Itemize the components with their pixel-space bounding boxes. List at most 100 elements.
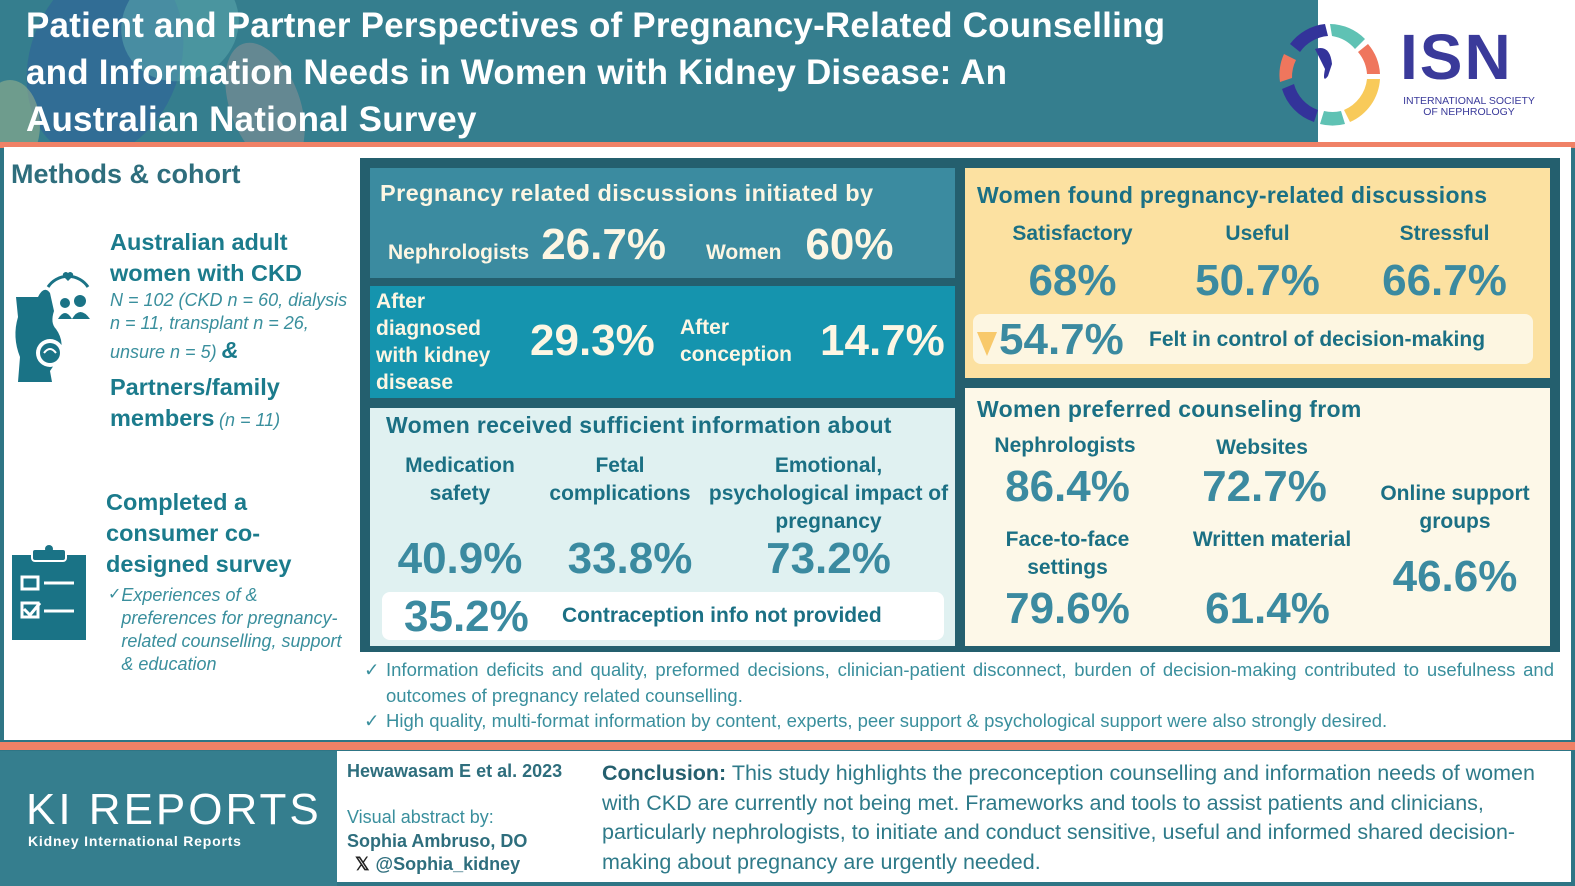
- info-item: Fetal complications: [540, 452, 700, 508]
- stat-label: Nephrologists: [994, 434, 1136, 457]
- stat-label: Face-to-face settings: [1005, 528, 1130, 579]
- isn-full-name: INTERNATIONAL SOCIETY OF NEPHROLOGY: [1400, 96, 1538, 118]
- stat-value: 29.3%: [530, 316, 655, 365]
- check-icon: ✓: [364, 659, 380, 680]
- isn-name-line2: OF NEPHROLOGY: [1423, 106, 1515, 118]
- info-item: Medication safety: [390, 452, 530, 508]
- stat-label: Felt in control of decision-making: [1149, 328, 1486, 351]
- cohort-detail: N = 102 (CKD n = 60, dialysis n = 11, tr…: [110, 289, 350, 366]
- survey-description: Completed a consumer co-designed survey …: [106, 487, 351, 676]
- stat-label: Nephrologists: [388, 241, 530, 264]
- preferred-counseling-box: Women preferred counseling from Nephrolo…: [965, 388, 1550, 646]
- stat-value: 66.7%: [1382, 256, 1507, 305]
- cohort-heading: Australian adult women with CKD: [110, 229, 302, 286]
- main-panel: Methods & cohort Australian adult women …: [4, 147, 1571, 740]
- initiated-title: Pregnancy related discussions initiated …: [380, 180, 874, 206]
- finding-text: Information deficits and quality, prefor…: [386, 659, 1554, 706]
- stat-value: 14.7%: [820, 316, 945, 365]
- stat-label: After diagnosed with kidney disease: [376, 290, 491, 394]
- sufficient-info-box: Women received sufficient information ab…: [370, 408, 955, 646]
- key-findings: ✓ Information deficits and quality, pref…: [364, 657, 1554, 734]
- journal-subtitle: Kidney International Reports: [28, 833, 242, 849]
- finding-item: ✓ High quality, multi-format information…: [364, 708, 1554, 734]
- stat-value: 60%: [805, 220, 894, 269]
- conclusion: Conclusion: This study highlights the pr…: [602, 759, 1562, 877]
- decision-control-highlight: 54.7% Felt in control of decision-making: [973, 314, 1533, 364]
- cohort-description: Australian adult women with CKD N = 102 …: [110, 227, 350, 434]
- check-icon: ✓: [108, 586, 122, 603]
- stat-value: 50.7%: [1195, 256, 1320, 305]
- pregnant-woman-family-icon: [15, 272, 90, 382]
- page-title: Patient and Partner Perspectives of Preg…: [26, 6, 1166, 139]
- x-logo-icon: 𝕏: [355, 854, 370, 874]
- timing-box: After diagnosed with kidney disease 29.3…: [370, 286, 955, 398]
- divider-top: [0, 142, 1575, 148]
- finding-item: ✓ Information deficits and quality, pref…: [364, 657, 1554, 708]
- stat-label: Stressful: [1399, 222, 1490, 245]
- stat-value: 73.2%: [766, 534, 891, 583]
- preferred-title: Women preferred counseling from: [977, 396, 1362, 422]
- isn-globe-logo-icon: [1279, 24, 1380, 126]
- stat-label: Emotional, psychological impact of pregn…: [708, 454, 949, 533]
- journal-name: KI REPORTS: [26, 785, 322, 834]
- stat-label: Useful: [1225, 222, 1290, 245]
- stat-value: 33.8%: [567, 534, 693, 583]
- stat-label: Medication safety: [405, 454, 515, 505]
- partners-n: (n = 11): [218, 410, 281, 430]
- stat-value: 26.7%: [541, 220, 666, 269]
- clipboard-checklist-icon: [12, 545, 86, 640]
- stat-value: 61.4%: [1205, 584, 1330, 633]
- initiated-by-box: Pregnancy related discussions initiated …: [370, 168, 955, 278]
- initiated-stats: Nephrologists 26.7% Women 60%: [388, 220, 893, 270]
- stat-label: Fetal complications: [549, 454, 691, 505]
- stat-label: Satisfactory: [1012, 222, 1133, 245]
- isn-acronym: ISN: [1400, 21, 1513, 93]
- down-triangle-icon: [977, 332, 997, 356]
- stat-value: 35.2%: [404, 592, 529, 641]
- partners-heading: Partners/family members: [110, 374, 280, 431]
- stat-value: 54.7%: [999, 315, 1124, 364]
- footer: KI REPORTS Kidney International Reports …: [0, 751, 1575, 886]
- survey-bullet-text: Experiences of & preferences for pregnan…: [121, 585, 342, 674]
- ki-reports-logo: KI REPORTS Kidney International Reports: [0, 751, 337, 886]
- partners-line: Partners/family members (n = 11): [110, 372, 350, 434]
- contraception-highlight: 35.2% Contraception info not provided: [382, 592, 944, 641]
- cohort-n-breakdown: N = 102 (CKD n = 60, dialysis n = 11, tr…: [110, 290, 348, 362]
- citation: Hewawasam E et al. 2023: [347, 761, 563, 781]
- conclusion-label: Conclusion:: [602, 761, 727, 785]
- stat-value: 86.4%: [1005, 462, 1130, 511]
- credits-panel: Hewawasam E et al. 2023 Visual abstract …: [337, 751, 1571, 882]
- stat-label: After conception: [680, 316, 793, 366]
- info-item: Emotional, psychological impact of pregn…: [706, 452, 951, 536]
- conclusion-text: This study highlights the preconception …: [602, 761, 1535, 874]
- received-title: Women received sufficient information ab…: [386, 412, 892, 438]
- stat-value: 68%: [1028, 256, 1117, 305]
- survey-bullet: ✓ Experiences of & preferences for pregn…: [106, 584, 351, 676]
- visual-abstract-by: Visual abstract by:: [347, 807, 494, 827]
- isn-name-line1: INTERNATIONAL SOCIETY: [1403, 95, 1535, 107]
- finding-text: High quality, multi-format information b…: [386, 710, 1388, 731]
- divider-bottom: [0, 742, 1575, 750]
- stat-label: Online support groups: [1380, 482, 1530, 533]
- check-icon: ✓: [364, 710, 380, 731]
- handle-text: @Sophia_kidney: [375, 854, 521, 874]
- methods-heading: Methods & cohort: [11, 159, 241, 189]
- stat-label: Contraception info not provided: [562, 604, 882, 627]
- stat-value: 40.9%: [397, 534, 523, 583]
- stat-label: Written material: [1192, 528, 1352, 551]
- survey-heading: Completed a consumer co-designed survey: [106, 489, 292, 577]
- found-title: Women found pregnancy-related discussion…: [977, 182, 1488, 208]
- isn-logo: ISN INTERNATIONAL SOCIETY OF NEPHROLOGY: [1279, 0, 1575, 142]
- results-grid: Pregnancy related discussions initiated …: [360, 158, 1560, 652]
- author-name: Sophia Ambruso, DO: [347, 831, 528, 851]
- header-banner: Patient and Partner Perspectives of Preg…: [0, 0, 1575, 142]
- stat-value: 72.7%: [1202, 462, 1327, 511]
- stat-value: 46.6%: [1392, 552, 1518, 601]
- methods-column: Methods & cohort Australian adult women …: [4, 147, 354, 740]
- social-handle[interactable]: 𝕏 @Sophia_kidney: [355, 854, 520, 875]
- stat-value: 79.6%: [1005, 584, 1130, 633]
- stat-label: Websites: [1216, 436, 1308, 459]
- discussions-found-box: Women found pregnancy-related discussion…: [965, 168, 1550, 378]
- cohort-ampersand: &: [221, 337, 239, 363]
- stat-label: Women: [705, 241, 782, 264]
